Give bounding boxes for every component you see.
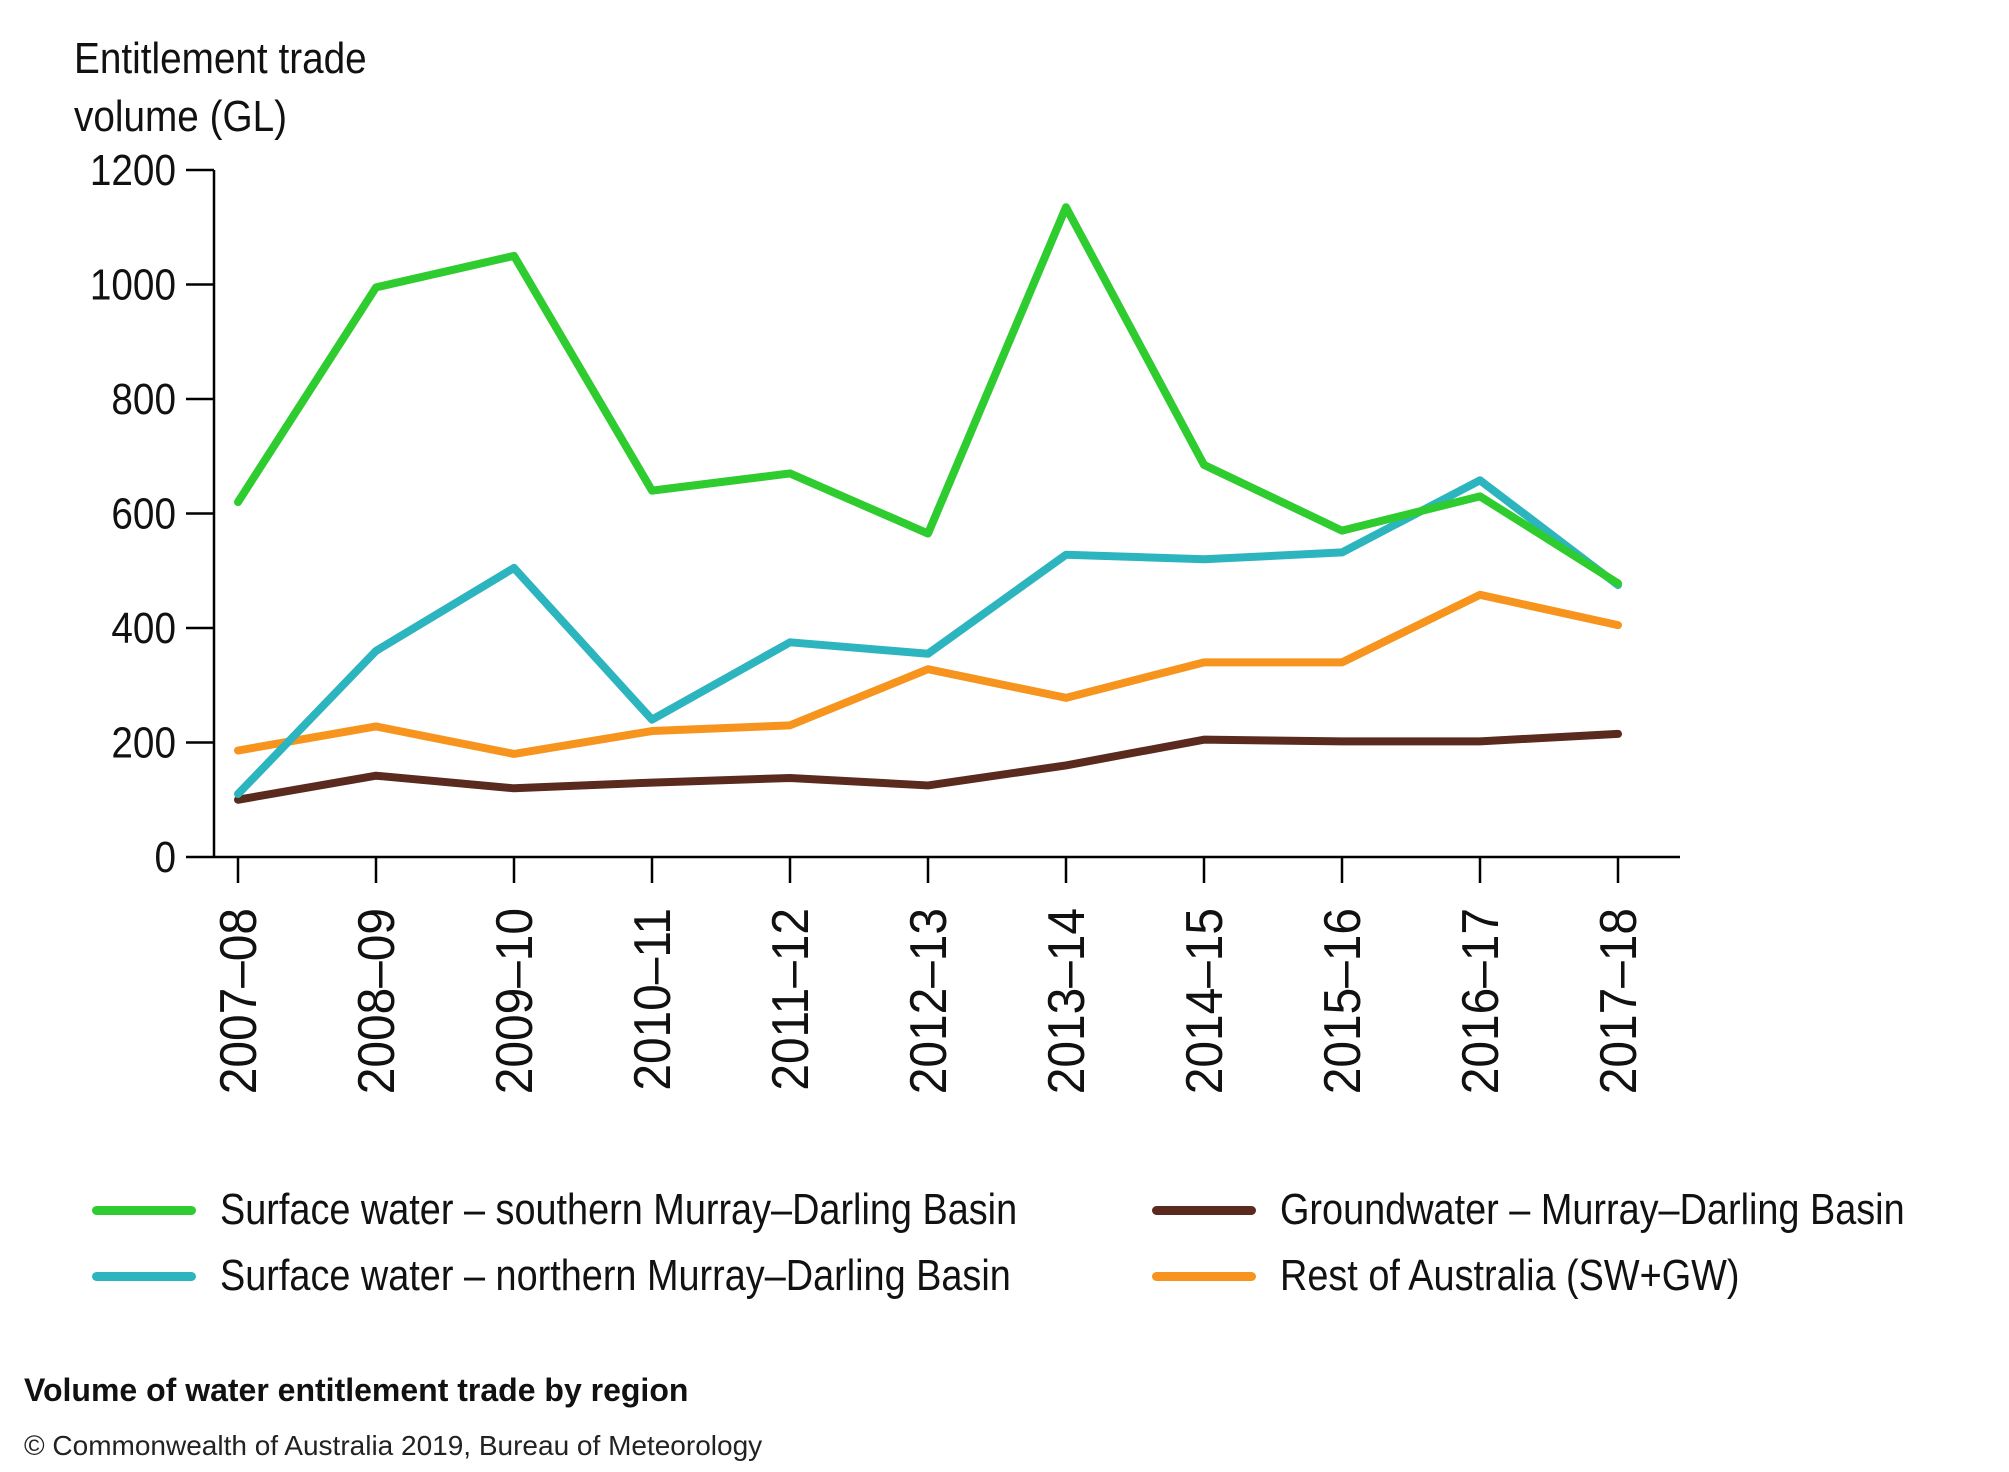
legend-label-southern-surface: Surface water – southern Murray–Darling …: [220, 1185, 1018, 1234]
x-tick-label: 2015–16: [1313, 908, 1371, 1094]
legend-swatch-southern-surface: [92, 1205, 196, 1215]
x-tick-label: 2009–10: [485, 908, 543, 1094]
legend-label-northern-surface: Surface water – northern Murray–Darling …: [220, 1251, 1011, 1300]
copyright-credit: © Commonwealth of Australia 2019, Bureau…: [24, 1430, 763, 1461]
figure-caption: Volume of water entitlement trade by reg…: [24, 1372, 689, 1408]
series-line-3: [234, 590, 1622, 758]
legend-item-southern-surface: Surface water – southern Murray–Darling …: [92, 1180, 1147, 1240]
y-tick-label: 600: [111, 488, 176, 538]
legend-label-rest-of-australia: Rest of Australia (SW+GW): [1280, 1251, 1740, 1300]
y-tick-label: 1200: [90, 145, 176, 195]
x-tick-label: 2016–17: [1451, 908, 1509, 1094]
legend-swatch-groundwater: [1152, 1205, 1256, 1215]
y-axis-label-line-2: volume (GL): [74, 92, 288, 141]
series-line-0: [234, 203, 1622, 588]
x-tick-label: 2007–08: [209, 908, 267, 1094]
y-tick-label: 200: [111, 717, 176, 767]
legend-label-groundwater: Groundwater – Murray–Darling Basin: [1280, 1185, 1905, 1234]
legend-item-rest-of-australia: Rest of Australia (SW+GW): [1152, 1246, 1814, 1306]
series-line-2: [234, 729, 1622, 804]
y-tick-label: 0: [154, 832, 176, 882]
legend-swatch-northern-surface: [92, 1271, 196, 1281]
y-tick-label: 800: [111, 374, 176, 424]
series-line-1: [234, 476, 1622, 799]
x-tick-label: 2010–11: [623, 908, 681, 1091]
x-tick-label: 2011–12: [761, 908, 819, 1091]
legend-swatch-rest-of-australia: [1152, 1271, 1256, 1281]
x-tick-label: 2014–15: [1175, 908, 1233, 1094]
legend-item-groundwater: Groundwater – Murray–Darling Basin: [1152, 1180, 2006, 1240]
y-tick-label: 400: [111, 603, 176, 653]
x-tick-label: 2012–13: [899, 908, 957, 1094]
x-tick-label: 2013–14: [1037, 908, 1095, 1094]
legend-item-northern-surface: Surface water – northern Murray–Darling …: [92, 1246, 1140, 1306]
y-axis-label: Entitlement trade volume (GL): [74, 30, 426, 146]
y-axis-label-line-1: Entitlement trade: [74, 34, 367, 83]
x-tick-label: 2017–18: [1589, 908, 1647, 1094]
y-tick-label: 1000: [90, 259, 176, 309]
x-tick-label: 2008–09: [347, 908, 405, 1094]
